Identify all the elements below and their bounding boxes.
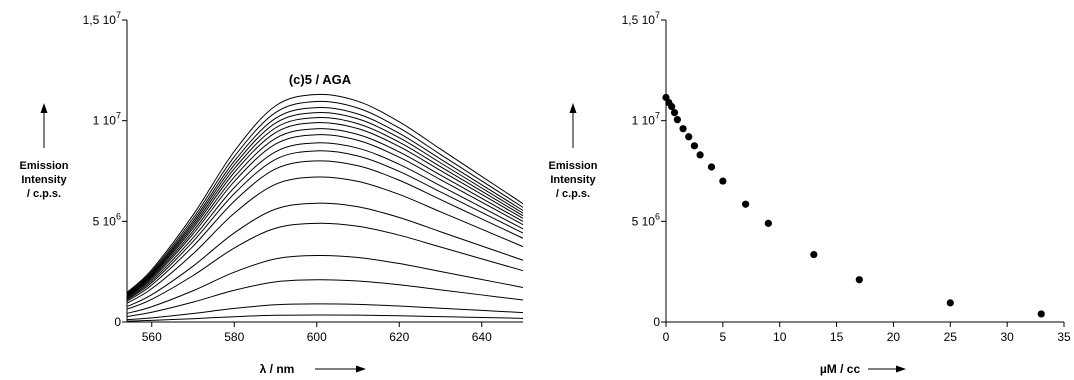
x-arrow	[868, 365, 906, 373]
spectrum-curve	[126, 176, 524, 304]
data-point	[855, 276, 863, 284]
y-tick-exponent: 6	[116, 211, 121, 221]
y-tick-base: 1,5 10	[83, 13, 117, 27]
data-point	[719, 177, 727, 185]
scatter-points	[662, 93, 1045, 318]
spectrum-curve	[126, 142, 524, 300]
y-tick-label: 1 107	[93, 111, 121, 128]
spectra-curves	[126, 93, 524, 322]
data-point	[707, 163, 716, 171]
spectrum-curve	[126, 128, 524, 298]
x-arrow	[315, 365, 366, 373]
x-tick-label: 600	[307, 330, 327, 344]
x-axis-title: λ / nm	[260, 362, 295, 376]
x-tick-label: 640	[472, 330, 492, 344]
spectrum-curve	[126, 122, 524, 297]
y-axis-title-line-3: / c.p.s.	[27, 188, 61, 200]
data-point	[690, 142, 699, 150]
x-tick-label: 15	[830, 330, 844, 344]
data-point	[685, 133, 693, 141]
spectrum-curve	[126, 106, 524, 295]
spectrum-curve	[126, 303, 524, 321]
spectrum-curve	[126, 314, 524, 322]
y-axis-title-line-2: Intensity	[550, 174, 596, 186]
spectrum-curve	[126, 93, 524, 293]
y-tick-exponent: 7	[116, 111, 121, 121]
y-axis-title-line-1: Emission	[549, 160, 598, 172]
y-tick-exponent: 7	[655, 111, 660, 121]
x-tick-label: 580	[224, 330, 244, 344]
y-tick-label: 1,5 107	[83, 10, 121, 27]
y-tick-label: 0	[653, 315, 660, 329]
y-tick-base: 5 10	[93, 214, 117, 228]
spectra-annotation: (c)5 / AGA	[289, 72, 352, 87]
y-axis-title-line-3: / c.p.s.	[556, 188, 590, 200]
x-tick-label: 5	[720, 330, 727, 344]
data-point	[696, 151, 704, 159]
y-tick-exponent: 7	[655, 10, 660, 20]
x-tick-label: 0	[663, 330, 670, 344]
y-tick-label: 1,5 107	[622, 10, 660, 27]
x-tick-label: 35	[1057, 330, 1071, 344]
x-tick-label: 560	[142, 330, 162, 344]
spectrum-curve	[126, 134, 524, 299]
y-tick-base: 1 10	[93, 114, 117, 128]
y-tick-label: 1 107	[632, 111, 660, 128]
y-axis-title-line-2: Intensity	[21, 174, 67, 186]
x-tick-label: 25	[944, 330, 958, 344]
x-tick-label: 10	[773, 330, 787, 344]
data-point	[764, 219, 772, 227]
x-axis-title: µM / cc	[820, 362, 861, 376]
y-tick-base: 0	[114, 315, 121, 329]
spectrum-curve	[126, 222, 524, 310]
y-axis-title-line-1: Emission	[20, 160, 69, 172]
x-axis-ticks: 0 5 10 15 20 25 30 35	[663, 322, 1071, 344]
data-point	[679, 125, 687, 133]
spectrum-curve	[126, 202, 524, 308]
spectrum-curve	[126, 150, 524, 301]
y-tick-label: 5 106	[93, 211, 121, 228]
y-arrow	[569, 103, 577, 148]
y-tick-base: 0	[653, 315, 660, 329]
data-point	[742, 200, 750, 208]
y-tick-base: 1,5 10	[622, 13, 656, 27]
x-tick-label: 20	[887, 330, 901, 344]
data-point	[670, 109, 679, 117]
x-tick-label: 620	[389, 330, 409, 344]
spectrum-curve	[126, 117, 524, 296]
spectrum-curve	[126, 279, 524, 317]
y-tick-exponent: 7	[116, 10, 121, 20]
y-tick-base: 5 10	[632, 214, 656, 228]
y-tick-label: 5 106	[632, 211, 660, 228]
x-axis-ticks: 560 580 600 620 640	[142, 322, 492, 344]
spectrum-curve	[126, 255, 524, 314]
spectrum-curve	[126, 112, 524, 296]
x-tick-label: 30	[1000, 330, 1014, 344]
y-arrow	[40, 103, 48, 148]
data-point	[673, 116, 681, 124]
data-point	[946, 299, 954, 307]
data-point	[810, 250, 818, 259]
y-tick-label: 0	[114, 315, 121, 329]
y-tick-base: 1 10	[632, 114, 656, 128]
y-tick-exponent: 6	[655, 211, 660, 221]
spectrum-curve	[126, 160, 524, 302]
data-point	[1037, 310, 1045, 318]
spectrum-curve	[126, 100, 524, 294]
data-point	[668, 102, 676, 111]
